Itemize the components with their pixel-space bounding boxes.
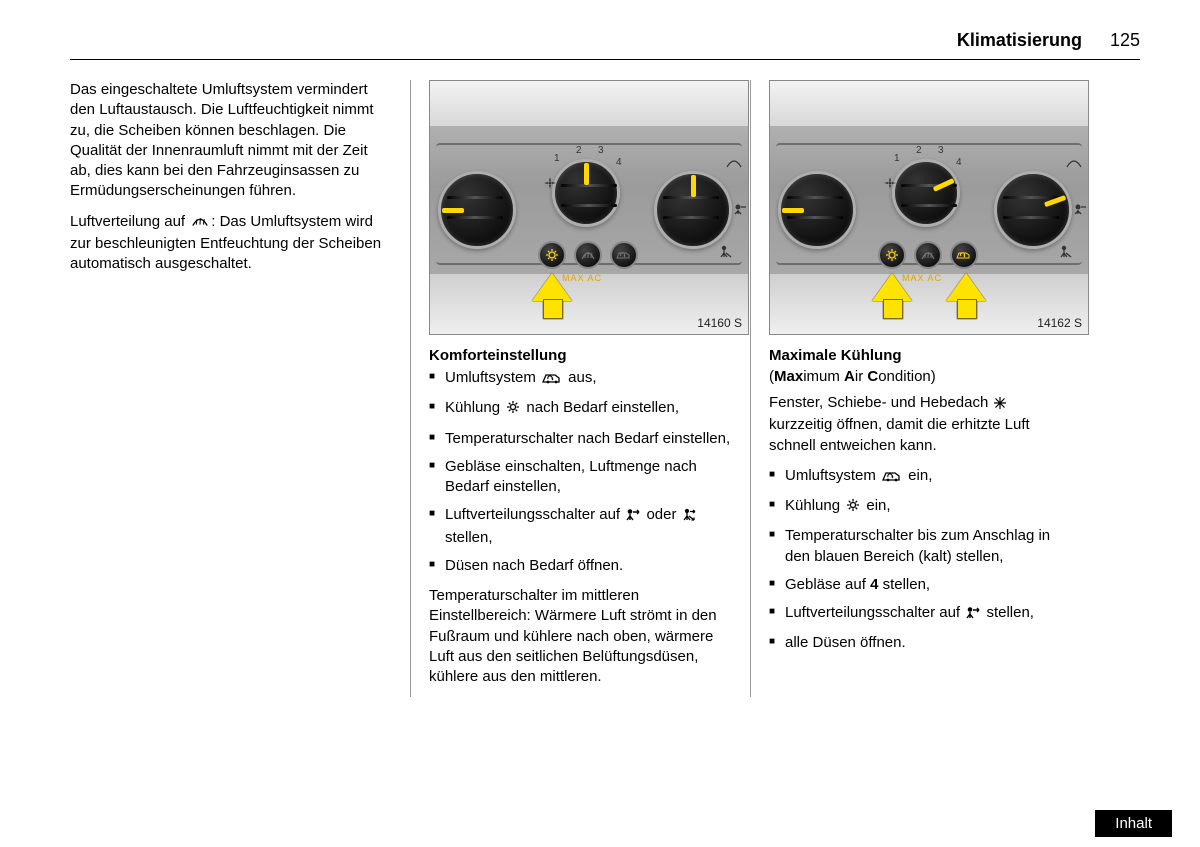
page-header: Klimatisierung 125 [70,30,1140,60]
figure-maxcool: 1 2 3 4 [769,80,1089,335]
fan-label-0 [544,177,556,192]
fan-label-2: 2 [576,145,582,156]
fan-label-3: 3 [598,145,604,156]
vent-face-icon [1074,203,1088,218]
snow-icon [846,498,860,518]
vent-face-icon [626,507,640,527]
recirc-icon [542,370,562,390]
fan-label-0 [884,177,896,192]
col1-para2-pre: Luftverteilung auf [70,213,189,230]
figure-caption-1: 14160 S [697,316,742,330]
button-row [878,241,978,269]
vent-defrost-icon [726,157,742,172]
inhalt-button[interactable]: Inhalt [1095,810,1172,837]
fan-label-1: 1 [554,153,560,164]
recirc-icon [882,468,902,488]
list-item: alle Düsen öffnen. [769,633,1072,653]
section-title: Klimatisierung [957,30,1082,51]
vent-defrost-icon [1066,157,1082,172]
list-item: Kühlung nach Bedarf einstellen, [429,398,732,420]
col2-bullets: Umluftsystem aus, Kühlung nach Bedarf ei… [429,368,732,576]
list-item: Gebläse auf 4 stellen, [769,575,1072,595]
figure-comfort: 1 2 3 4 [429,80,749,335]
vent-face-icon [966,605,980,625]
fan-label-1: 1 [894,153,900,164]
snow-icon [506,400,520,420]
page-number: 125 [1110,30,1140,51]
col3-bullets: Umluftsystem ein, Kühlung ein, Temperatu… [769,466,1072,654]
vent-floor-icon [1060,245,1074,262]
list-item: Umluftsystem aus, [429,368,732,390]
col1-para1: Das eingeschaltete Umluftsystem verminde… [70,80,392,202]
content-columns: Das eingeschaltete Umluftsystem verminde… [70,80,1140,697]
temperature-dial [438,171,516,249]
col2-heading: Komforteinstellung [429,347,732,364]
column-1: Das eingeschaltete Umluftsystem verminde… [70,80,410,697]
defrost-button [574,241,602,269]
distribution-dial [994,171,1072,249]
button-row [538,241,638,269]
list-item: Temperaturschalter nach Bedarf einstelle… [429,429,732,449]
recirc-button [610,241,638,269]
ac-button [878,241,906,269]
list-item: Luftverteilungsschalter auf stellen, [769,603,1072,625]
figure-caption-2: 14162 S [1037,316,1082,330]
list-item: Temperaturschalter bis zum Anschlag in d… [769,526,1072,567]
defrost-button [914,241,942,269]
list-item: Luftverteilungsschalter auf oder stellen… [429,505,732,548]
list-item: Düsen nach Bedarf öffnen. [429,556,732,576]
column-2: 1 2 3 4 [410,80,750,697]
list-item: Kühlung ein, [769,496,1072,518]
fan-label-3: 3 [938,145,944,156]
vent-floor-icon [720,245,734,262]
column-3: 1 2 3 4 [750,80,1090,697]
fan-label-4: 4 [956,157,962,168]
list-item: Umluftsystem ein, [769,466,1072,488]
yellow-arrow-recirc [946,273,986,301]
fan-label-2: 2 [916,145,922,156]
distribution-dial [654,171,732,249]
col3-heading: Maximale Kühlung [769,347,1072,364]
ac-button [538,241,566,269]
col1-para2: Luftverteilung auf : Das Umluftsystem wi… [70,212,392,275]
snowflake-icon [994,395,1006,415]
defrost-icon [191,214,209,234]
col2-footer: Temperaturschalter im mittleren Einstell… [429,586,732,687]
list-item: Gebläse einschalten, Luftmenge nach Beda… [429,457,732,498]
fan-dial [552,159,620,227]
col3-subtext: (Maximum Air Condition) [769,368,1072,385]
yellow-arrow-ac [532,273,572,301]
col3-intro: Fenster, Schiebe- und Hebedach kurzzeiti… [769,393,1072,456]
vent-face-floor-icon [683,507,697,527]
fan-dial [892,159,960,227]
recirc-button [950,241,978,269]
vent-face-icon [734,203,748,218]
fan-label-4: 4 [616,157,622,168]
temperature-dial [778,171,856,249]
yellow-arrow-ac [872,273,912,301]
